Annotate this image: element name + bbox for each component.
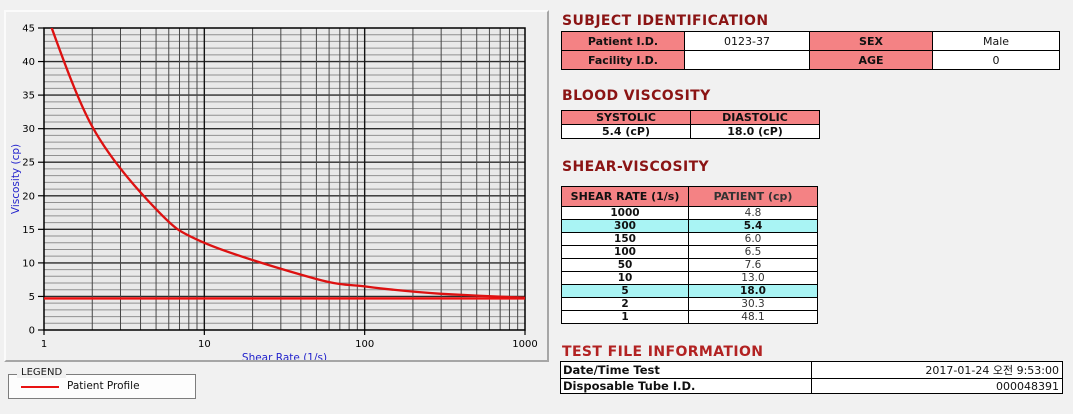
blood-viscosity-title: BLOOD VISCOSITY (562, 88, 711, 104)
viscosity-cell: 30.3 (688, 297, 818, 311)
svg-text:10: 10 (198, 339, 211, 350)
svg-text:20: 20 (22, 191, 35, 202)
table-row: Facility I.D. AGE 0 (561, 50, 1060, 70)
date-time-test-label: Date/Time Test (560, 361, 812, 379)
viscosity-chart-panel: 0 5 10 15 20 25 30 35 40 45 1 10 100 1000 Shear Rate (… (4, 10, 549, 362)
legend-line-sample (21, 386, 59, 388)
svg-text:Shear Rate (1/s): Shear Rate (1/s) (242, 352, 327, 360)
svg-text:25: 25 (22, 158, 35, 169)
svg-text:45: 45 (22, 24, 35, 35)
facility-id-label: Facility I.D. (561, 50, 685, 70)
table-header-row: SHEAR RATE (1/s) PATIENT (cp) (561, 186, 818, 207)
table-row: SYSTOLIC DIASTOLIC (561, 110, 820, 125)
disposable-tube-id-label: Disposable Tube I.D. (560, 378, 812, 394)
test-file-information-title: TEST FILE INFORMATION (562, 344, 764, 360)
patient-id-label: Patient I.D. (561, 31, 685, 51)
shear-viscosity-title: SHEAR-VISCOSITY (562, 159, 710, 175)
viscosity-cell: 13.0 (688, 271, 818, 285)
table-row: 1000 4.8 (561, 206, 818, 220)
systolic-header: SYSTOLIC (561, 110, 691, 125)
viscosity-cell: 4.8 (688, 206, 818, 220)
viscosity-cell: 6.5 (688, 245, 818, 259)
svg-text:Viscosity (cp): Viscosity (cp) (10, 144, 22, 214)
svg-text:35: 35 (22, 91, 35, 102)
table-row: 100 6.5 (561, 245, 818, 259)
svg-text:10: 10 (22, 258, 35, 269)
shear-rate-cell: 1000 (561, 206, 689, 220)
table-row: Patient I.D. 0123-37 SEX Male (561, 31, 1060, 51)
svg-text:100: 100 (355, 339, 374, 350)
shear-rate-cell: 150 (561, 232, 689, 246)
test-file-information-table: Date/Time Test 2017-01-24 오전 9:53:00 Dis… (560, 361, 1063, 394)
table-row: Date/Time Test 2017-01-24 오전 9:53:00 (560, 361, 1063, 379)
shear-rate-cell: 100 (561, 245, 689, 259)
sex-label: SEX (809, 31, 933, 51)
table-row: 150 6.0 (561, 232, 818, 246)
systolic-value: 5.4 (cP) (561, 124, 691, 139)
svg-text:30: 30 (22, 124, 35, 135)
shear-rate-cell: 10 (561, 271, 689, 285)
table-row-highlighted: 5 18.0 (561, 284, 818, 298)
legend-entry-label: Patient Profile (67, 380, 140, 392)
patient-cp-header: PATIENT (cp) (688, 186, 818, 207)
viscosity-cell: 18.0 (688, 284, 818, 298)
svg-text:5: 5 (29, 292, 35, 303)
chart-legend: LEGEND Patient Profile (8, 367, 196, 399)
shear-rate-cell: 50 (561, 258, 689, 272)
table-row: 1 48.1 (561, 310, 818, 324)
table-row: 50 7.6 (561, 258, 818, 272)
shear-rate-cell: 1 (561, 310, 689, 324)
viscosity-cell: 6.0 (688, 232, 818, 246)
subject-identification-title: SUBJECT IDENTIFICATION (562, 13, 769, 29)
table-row: 10 13.0 (561, 271, 818, 285)
facility-id-value (684, 50, 810, 70)
diastolic-value: 18.0 (cP) (690, 124, 820, 139)
patient-id-value: 0123-37 (684, 31, 810, 51)
subject-identification-table: Patient I.D. 0123-37 SEX Male Facility I… (561, 31, 1060, 70)
viscosity-cell: 48.1 (688, 310, 818, 324)
age-label: AGE (809, 50, 933, 70)
table-row-highlighted: 300 5.4 (561, 219, 818, 233)
svg-text:1: 1 (41, 339, 47, 350)
date-time-test-value: 2017-01-24 오전 9:53:00 (811, 361, 1063, 379)
viscosity-cell: 5.4 (688, 219, 818, 233)
diastolic-header: DIASTOLIC (690, 110, 820, 125)
shear-rate-cell: 300 (561, 219, 689, 233)
shear-viscosity-chart: 0 5 10 15 20 25 30 35 40 45 1 10 100 1000 Shear Rate (… (10, 24, 538, 361)
shear-viscosity-table: SHEAR RATE (1/s) PATIENT (cp) 1000 4.8 3… (561, 186, 818, 324)
legend-caption: LEGEND (17, 367, 67, 378)
disposable-tube-id-value: 000048391 (811, 378, 1063, 394)
svg-text:15: 15 (22, 225, 35, 236)
svg-text:40: 40 (22, 57, 35, 68)
table-row: Disposable Tube I.D. 000048391 (560, 378, 1063, 394)
viscosity-cell: 7.6 (688, 258, 818, 272)
table-row: 5.4 (cP) 18.0 (cP) (561, 124, 820, 139)
shear-rate-cell: 2 (561, 297, 689, 311)
shear-rate-cell: 5 (561, 284, 689, 298)
table-row: 2 30.3 (561, 297, 818, 311)
sex-value: Male (932, 31, 1060, 51)
blood-viscosity-table: SYSTOLIC DIASTOLIC 5.4 (cP) 18.0 (cP) (561, 110, 820, 139)
age-value: 0 (932, 50, 1060, 70)
shear-rate-header: SHEAR RATE (1/s) (561, 186, 689, 207)
svg-text:1000: 1000 (512, 339, 537, 350)
svg-text:0: 0 (29, 326, 35, 337)
